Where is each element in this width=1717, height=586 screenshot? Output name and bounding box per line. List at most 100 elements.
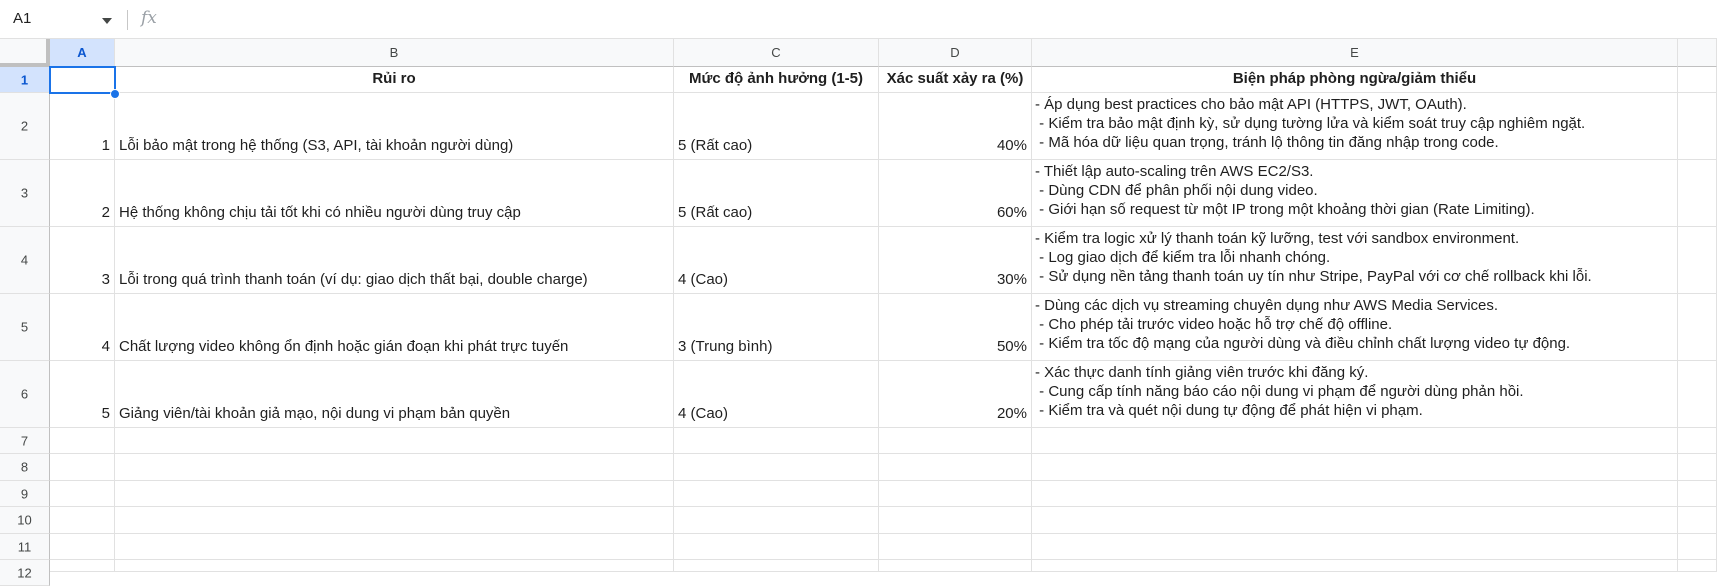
cell-f9[interactable]	[1678, 481, 1717, 507]
cell-c2[interactable]: 5 (Rất cao)	[674, 93, 879, 160]
name-box[interactable]: A1	[0, 0, 118, 38]
cell-c12[interactable]	[674, 560, 879, 572]
cell-d6[interactable]: 20%	[879, 361, 1032, 428]
cell-e10[interactable]	[1032, 507, 1678, 534]
cell-f5[interactable]	[1678, 294, 1717, 361]
chevron-down-icon[interactable]	[102, 18, 112, 24]
column-header-e[interactable]: E	[1032, 39, 1678, 67]
cell-b4[interactable]: Lỗi trong quá trình thanh toán (ví dụ: g…	[115, 227, 674, 294]
cell-f10[interactable]	[1678, 507, 1717, 534]
cell-e8[interactable]	[1032, 454, 1678, 481]
cell-d7[interactable]	[879, 428, 1032, 454]
cell-c4[interactable]: 4 (Cao)	[674, 227, 879, 294]
row-number: 12	[17, 565, 32, 580]
row-header-5[interactable]: 5	[0, 294, 50, 361]
cell-a2[interactable]: 1	[50, 93, 115, 160]
cell-a4[interactable]: 3	[50, 227, 115, 294]
cell-a3[interactable]: 2	[50, 160, 115, 227]
cell-b9[interactable]	[115, 481, 674, 507]
cell-f4[interactable]	[1678, 227, 1717, 294]
cell-e5[interactable]: - Dùng các dịch vụ streaming chuyên dụng…	[1032, 294, 1678, 361]
row-header-12[interactable]: 12	[0, 560, 50, 586]
fill-handle[interactable]	[110, 89, 120, 99]
cell-b11[interactable]	[115, 534, 674, 560]
cell-b7[interactable]	[115, 428, 674, 454]
row-header-6[interactable]: 6	[0, 361, 50, 428]
cell-f8[interactable]	[1678, 454, 1717, 481]
cell-d4[interactable]: 30%	[879, 227, 1032, 294]
cell-f11[interactable]	[1678, 534, 1717, 560]
column-header-c[interactable]: C	[674, 39, 879, 67]
cell-a6[interactable]: 5	[50, 361, 115, 428]
cell-d11[interactable]	[879, 534, 1032, 560]
cell-b5[interactable]: Chất lượng video không ổn định hoặc gián…	[115, 294, 674, 361]
row-header-11[interactable]: 11	[0, 534, 50, 560]
cell-a8[interactable]	[50, 454, 115, 481]
cell-f6[interactable]	[1678, 361, 1717, 428]
cell-e11[interactable]	[1032, 534, 1678, 560]
row-header-2[interactable]: 2	[0, 93, 50, 160]
row-header-4[interactable]: 4	[0, 227, 50, 294]
cell-b6[interactable]: Giảng viên/tài khoản giả mạo, nội dung v…	[115, 361, 674, 428]
cell-d10[interactable]	[879, 507, 1032, 534]
column-header-f[interactable]	[1678, 39, 1717, 67]
cell-d3[interactable]: 60%	[879, 160, 1032, 227]
cell-c1[interactable]: Mức độ ảnh hưởng (1-5)	[674, 67, 879, 93]
cell-c10[interactable]	[674, 507, 879, 534]
cell-d8[interactable]	[879, 454, 1032, 481]
cell-b3[interactable]: Hệ thống không chịu tải tốt khi có nhiều…	[115, 160, 674, 227]
cell-d1[interactable]: Xác suất xảy ra (%)	[879, 67, 1032, 93]
cell-d9[interactable]	[879, 481, 1032, 507]
column-header-b[interactable]: B	[115, 39, 674, 67]
cell-a11[interactable]	[50, 534, 115, 560]
cell-e1[interactable]: Biện pháp phòng ngừa/giảm thiểu	[1032, 67, 1678, 93]
cell-b8[interactable]	[115, 454, 674, 481]
cell-a9[interactable]	[50, 481, 115, 507]
cell-f7[interactable]	[1678, 428, 1717, 454]
column-header-d[interactable]: D	[879, 39, 1032, 67]
cell-b2[interactable]: Lỗi bảo mật trong hệ thống (S3, API, tài…	[115, 93, 674, 160]
select-all-corner[interactable]	[0, 39, 50, 67]
cell-c11[interactable]	[674, 534, 879, 560]
cell-e3[interactable]: - Thiết lập auto-scaling trên AWS EC2/S3…	[1032, 160, 1678, 227]
cell-e7[interactable]	[1032, 428, 1678, 454]
cell-e6[interactable]: - Xác thực danh tính giảng viên trước kh…	[1032, 361, 1678, 428]
cell-c8[interactable]	[674, 454, 879, 481]
cell-f2[interactable]	[1678, 93, 1717, 160]
cell-c7[interactable]	[674, 428, 879, 454]
column-header-a[interactable]: A	[50, 39, 115, 67]
spreadsheet-grid: A B C D E 1 2 3 4 5 6 7 8 9 10 11 12 Rủi…	[0, 39, 1717, 586]
cell-e4[interactable]: - Kiểm tra logic xử lý thanh toán kỹ lưỡ…	[1032, 227, 1678, 294]
cell-f12[interactable]	[1678, 560, 1717, 572]
cell-e9[interactable]	[1032, 481, 1678, 507]
cell-d12[interactable]	[879, 560, 1032, 572]
cell-a7[interactable]	[50, 428, 115, 454]
cell-c5[interactable]: 3 (Trung bình)	[674, 294, 879, 361]
cell-a1[interactable]	[50, 67, 115, 93]
row-header-3[interactable]: 3	[0, 160, 50, 227]
cell-a5[interactable]: 4	[50, 294, 115, 361]
cell-c3[interactable]: 5 (Rất cao)	[674, 160, 879, 227]
cell-d5[interactable]: 50%	[879, 294, 1032, 361]
cell-a12[interactable]	[50, 560, 115, 572]
cell-f1[interactable]	[1678, 67, 1717, 93]
row-header-1[interactable]: 1	[0, 67, 50, 93]
cell-b10[interactable]	[115, 507, 674, 534]
cell-f3[interactable]	[1678, 160, 1717, 227]
cell-c6[interactable]: 4 (Cao)	[674, 361, 879, 428]
cell-d2[interactable]: 40%	[879, 93, 1032, 160]
row-header-10[interactable]: 10	[0, 507, 50, 534]
cell-b12[interactable]	[115, 560, 674, 572]
cell-a10[interactable]	[50, 507, 115, 534]
cell-e2[interactable]: - Áp dụng best practices cho bảo mật API…	[1032, 93, 1678, 160]
cell-b1[interactable]: Rủi ro	[115, 67, 674, 93]
formula-input[interactable]	[175, 6, 1675, 32]
row-header-7[interactable]: 7	[0, 428, 50, 454]
name-box-value: A1	[13, 10, 32, 27]
row-number: 6	[20, 386, 29, 402]
row-header-8[interactable]: 8	[0, 454, 50, 481]
cell-c9[interactable]	[674, 481, 879, 507]
row-header-9[interactable]: 9	[0, 481, 50, 507]
cell-e12[interactable]	[1032, 560, 1678, 572]
fx-icon: fx	[141, 8, 157, 28]
